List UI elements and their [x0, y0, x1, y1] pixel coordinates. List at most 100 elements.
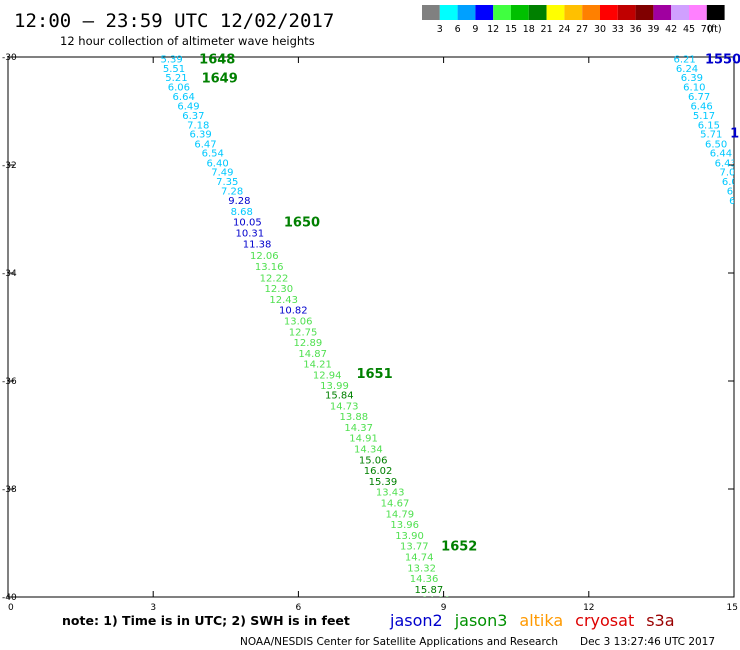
- data-labels: 5.395.515.216.066.646.496.377.186.396.47…: [160, 55, 740, 597]
- color-legend-label: 21: [541, 24, 553, 35]
- x-tick-label: 12: [583, 603, 594, 613]
- wave-height-label: 14.34: [354, 445, 383, 456]
- wave-height-label: 13.43: [376, 488, 405, 499]
- color-swatch: [564, 5, 583, 20]
- wave-height-label: 7.35: [216, 177, 238, 188]
- pass-number-label: 1648: [199, 53, 235, 68]
- wave-height-label: 6.10: [683, 83, 705, 94]
- wave-height-label: 7.01: [719, 167, 740, 178]
- wave-height-label: 16.02: [364, 466, 393, 477]
- wave-height-label: 6.50: [705, 139, 727, 150]
- color-legend-label: 39: [647, 24, 659, 35]
- wave-height-label: 14.67: [381, 499, 410, 510]
- wave-height-label: 6.37: [182, 111, 204, 122]
- wave-height-label: 12.30: [265, 284, 294, 295]
- plot-frame: [7, 56, 735, 598]
- color-swatch: [706, 5, 725, 20]
- wave-height-label: 10.05: [233, 218, 262, 229]
- x-tick-label: 6: [296, 603, 302, 613]
- wave-height-label: 5.21: [165, 73, 187, 84]
- wave-height-label: 15.84: [325, 391, 354, 402]
- wave-height-label: 6.15: [698, 121, 720, 132]
- footer-credit: NOAA/NESDIS Center for Satellite Applica…: [240, 636, 558, 648]
- wave-height-label: 13.32: [407, 563, 436, 574]
- wave-height-label: 15.87: [415, 585, 444, 596]
- pass-number-label: 1: [730, 127, 739, 142]
- satellite-legend: jason2 jason3 altika cryosat s3a: [389, 611, 675, 630]
- y-tick-label: -34: [2, 269, 17, 279]
- color-swatch: [689, 5, 707, 20]
- wave-height-label: 6.49: [177, 102, 199, 113]
- wave-height-label: 6.39: [681, 73, 703, 84]
- wave-height-label: 6.06: [168, 83, 190, 94]
- wave-height-label: 13.16: [255, 262, 284, 273]
- wave-height-label: 6.39: [190, 130, 212, 141]
- x-tick-label: 9: [441, 603, 447, 613]
- wave-height-label: 13.06: [284, 317, 313, 328]
- pass-annotations: 1648 1649 1650 1651 1652 1550 1: [199, 53, 740, 555]
- wave-height-label: 13.99: [320, 381, 349, 392]
- wave-height-label: 9.28: [228, 196, 250, 207]
- color-swatch: [635, 5, 654, 20]
- color-swatch: [600, 5, 618, 20]
- wave-height-label: 12.89: [294, 338, 323, 349]
- color-swatch: [457, 5, 476, 20]
- wave-height-label: 6.0: [722, 177, 738, 188]
- wave-height-label: 12.75: [289, 327, 318, 338]
- page-title: 12:00 – 23:59 UTC 12/02/2017: [14, 10, 334, 32]
- wave-height-label: 12.06: [250, 251, 279, 262]
- pass-number-label: 1550: [705, 53, 740, 68]
- color-legend-label: 30: [594, 24, 606, 35]
- wave-height-label: 5.71: [700, 130, 722, 141]
- wave-height-label: 13.77: [400, 542, 429, 553]
- pass-number-label: 1651: [356, 367, 392, 382]
- color-legend-label: 12: [487, 24, 499, 35]
- wave-height-label: 10.82: [279, 306, 308, 317]
- y-tick-label: -38: [2, 485, 17, 495]
- wave-height-label: 6.64: [173, 92, 195, 103]
- wave-height-label: 6.40: [206, 158, 228, 169]
- footer-note: note: 1) Time is in UTC; 2) SWH is in fe…: [62, 613, 350, 628]
- y-tick-label: -36: [2, 377, 17, 387]
- wave-height-label: 6.46: [690, 102, 712, 113]
- y-tick-label: -40: [2, 593, 17, 603]
- color-swatch: [493, 5, 511, 20]
- wave-height-label: 14.91: [349, 434, 378, 445]
- satellite-name: s3a: [646, 611, 674, 630]
- satellite-name: jason2: [389, 611, 443, 630]
- color-legend-label: 70: [701, 24, 713, 35]
- color-swatch: [582, 5, 600, 20]
- wave-height-label: 7.18: [187, 121, 209, 132]
- wave-height-label: 7.49: [211, 167, 233, 178]
- wave-height-label: 6.77: [688, 92, 710, 103]
- x-tick-label: 3: [150, 603, 156, 613]
- pass-number-label: 1649: [202, 72, 238, 87]
- y-tick-label: -30: [2, 53, 17, 63]
- wave-height-label: 6.24: [676, 64, 698, 75]
- wave-height-label: 14.74: [405, 553, 434, 564]
- wave-height-label: 15.39: [369, 477, 398, 488]
- color-legend-label: 6: [455, 24, 461, 35]
- color-swatch: [671, 5, 689, 20]
- wave-height-label: 13.88: [340, 412, 369, 423]
- color-legend: 3 6 9 12 15 18 21 24 27 30 33 36 39 42 45 70(ft): [422, 5, 725, 35]
- wave-height-label: 15.06: [359, 455, 388, 466]
- color-swatch: [653, 5, 672, 20]
- color-legend-label: 27: [576, 24, 588, 35]
- pass-number-label: 1650: [284, 216, 320, 231]
- wave-height-label: 5.39: [160, 55, 182, 66]
- wave-height-label: 6.: [727, 186, 737, 197]
- satellite-name: altika: [519, 611, 563, 630]
- color-swatch: [546, 5, 565, 20]
- footer-timestamp: Dec 3 13:27:46 UTC 2017: [580, 636, 715, 648]
- wave-height-label: 10.31: [235, 229, 264, 240]
- satellite-name: jason3: [454, 611, 508, 630]
- x-tick-label: 15: [727, 603, 738, 613]
- wave-height-label: 11.38: [243, 239, 272, 250]
- wave-height-label: 6: [729, 196, 735, 207]
- wave-height-label: 14.36: [410, 574, 439, 585]
- page-subtitle: 12 hour collection of altimeter wave hei…: [60, 34, 315, 48]
- wave-height-label: 7.28: [221, 186, 243, 197]
- wave-height-label: 6.21: [674, 55, 696, 66]
